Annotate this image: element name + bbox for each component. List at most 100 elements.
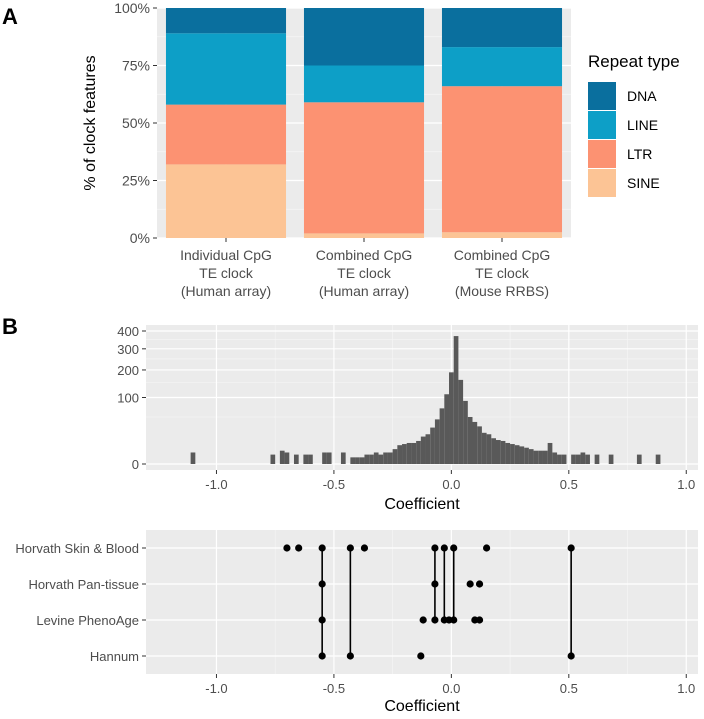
histogram-bar [322,452,327,464]
point-horvath-skin-blood [567,544,575,552]
panel-b-hist-x-axis-title: Coefficient [384,496,460,513]
point-levine-phenoage [475,616,484,624]
x-tick-label-line: Combined CpG [454,247,551,263]
histogram-bar [279,450,285,464]
histogram-bar [411,442,417,464]
x-tick-label: -1.0 [205,681,227,696]
histogram-bar [575,454,581,464]
x-tick-label-line: Combined CpG [316,247,413,263]
bar-line-3 [441,47,563,87]
bar-line-2 [303,65,425,103]
point-horvath-pan-tissue [431,580,439,588]
y-tick-label: Horvath Pan-tissue [28,577,139,592]
histogram-bar [430,427,435,464]
y-tick-label: 75% [122,58,150,74]
point-horvath-skin-blood [318,544,326,552]
x-tick-label: 1.0 [677,681,695,696]
histogram-bar [293,454,299,464]
panel-b-dot-y-ticks: Hannum Levine PhenoAge Horvath Pan-tissue H… [15,541,146,664]
y-tick-label: 300 [117,342,139,357]
x-tick-label: 0.0 [442,477,460,492]
point-horvath-skin-blood [450,544,458,552]
legend-title: Repeat type [588,52,680,71]
panel-a-y-ticks: 0% 25% 50% 75% 100% [114,0,157,246]
clock-dot-plot: Hannum Levine PhenoAge Horvath Pan-tissue H… [15,530,698,715]
point-horvath-pan-tissue [318,580,326,588]
histogram-bar [270,454,276,464]
panel-b-dot-x-ticks: -1.0 -0.5 0.0 0.5 1.0 [205,674,695,696]
point-horvath-skin-blood [482,544,491,552]
histogram-bar [580,452,586,464]
point-levine-phenoage [431,616,439,624]
histogram-bar [636,454,642,464]
histogram-bar [533,450,539,464]
histogram-bar [486,434,492,464]
legend-swatch-line [588,111,616,139]
histogram-bar [387,452,393,464]
point-horvath-skin-blood [440,544,448,552]
y-tick-label: 50% [122,115,150,131]
bar-dna-1 [165,8,287,34]
histogram-bar [308,454,313,464]
legend-swatch-ltr [588,140,616,168]
point-horvath-skin-blood [346,544,354,552]
panel-b-dot-x-axis-title: Coefficient [384,698,460,714]
histogram-bar [303,454,309,464]
histogram-bar [542,450,548,464]
legend-label-dna: DNA [627,88,657,104]
histogram-bar [416,440,421,464]
histogram-bar [355,457,360,464]
histogram-bar [326,452,332,464]
legend-swatch-dna [588,82,616,110]
bar-ltr-3 [441,86,563,233]
histogram-bar [495,440,501,464]
x-tick-label: 0.5 [560,681,578,696]
histogram-bar [402,444,407,464]
histogram-bar [491,438,496,464]
x-tick-label: Combined CpG TE clock (Human array) [316,247,413,299]
y-tick-label: 200 [117,363,139,378]
histogram-bar [420,436,426,464]
point-horvath-pan-tissue [475,580,484,588]
histogram-bar [608,454,614,464]
legend-label-ltr: LTR [627,146,652,162]
x-tick-label: Combined CpG TE clock (Mouse RRBS) [454,247,551,299]
point-hannum [318,652,326,660]
panel-a-x-ticks: Individual CpG TE clock (Human array) Combi… [180,238,550,299]
x-tick-label-line: TE clock [337,265,392,281]
point-hannum [346,652,354,660]
histogram-bar [538,450,543,464]
point-levine-phenoage [450,616,458,624]
histogram-bar [458,379,464,464]
histogram-bar [552,452,558,464]
point-levine-phenoage [419,616,427,624]
bar-dna-2 [303,8,425,66]
panel-b-hist-x-ticks: -1.0 -0.5 0.0 0.5 1.0 [205,470,695,492]
x-tick-label: Individual CpG TE clock (Human array) [180,247,272,299]
histogram-bar [406,442,412,464]
bar-ltr-1 [165,104,287,165]
histogram-bar [519,446,525,464]
x-tick-label-line: (Mouse RRBS) [455,283,549,299]
histogram-bar [378,454,384,464]
legend-swatch-sine [588,169,616,197]
panel-b-hist-y-ticks: 0 100 200 300 400 [117,324,146,472]
x-tick-label-line: (Human array) [181,283,271,299]
x-tick-label: -0.5 [323,477,345,492]
y-tick-label: 0% [130,230,150,246]
histogram-bar [350,457,356,464]
panel-b-hist-bars [190,336,661,464]
histogram-bar [383,452,388,464]
x-tick-label: 1.0 [677,477,695,492]
x-tick-label-line: TE clock [475,265,530,281]
y-tick-label: Hannum [90,649,139,664]
histogram-bar [340,452,346,464]
panel-label-b: B [2,314,18,339]
point-horvath-skin-blood [431,544,439,552]
panel-a-y-axis-title: % of clock features [82,55,99,190]
x-tick-label: 0.0 [442,681,460,696]
histogram-bar [500,440,506,464]
point-levine-phenoage [318,616,326,624]
histogram-bar [528,449,534,464]
